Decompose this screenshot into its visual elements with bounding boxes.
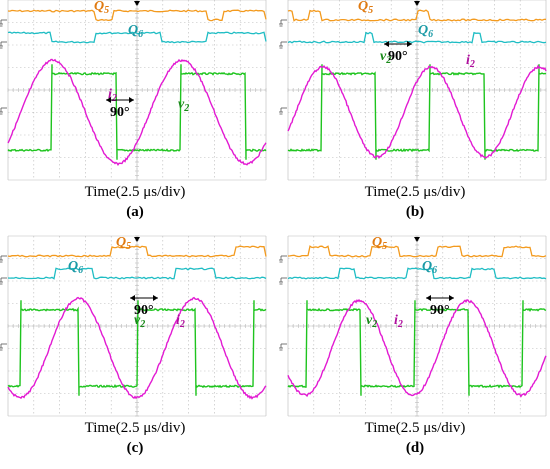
- phase-label: 90°: [110, 105, 130, 120]
- trace-q6: [287, 267, 547, 280]
- trace-q6: [287, 31, 547, 44]
- panel-c: Q5 Q6 v2 i2 90° Time(2.5 μs/div) (c): [0, 235, 270, 466]
- trace-i2: [287, 64, 547, 159]
- panel-label: (b): [405, 204, 425, 220]
- label-i2: i2: [394, 313, 403, 330]
- label-q5: Q5: [116, 235, 131, 252]
- ground-v2: [279, 107, 287, 115]
- ground-q6: [0, 41, 7, 49]
- ground-q5: [0, 19, 7, 27]
- scope-grid: [287, 235, 547, 417]
- x-axis-label: Time(2.5 μs/div): [364, 184, 466, 200]
- ground-q6: [0, 277, 7, 285]
- scope-grid: [287, 0, 547, 181]
- label-i2: i2: [466, 53, 475, 70]
- trace-i2: [7, 296, 267, 400]
- trace-q5: [7, 245, 267, 258]
- panel-b: Q5 Q6 v2 i2 90° Time(2.5 μs/div) (b): [279, 0, 550, 230]
- panel-d: Q5 Q6 v2 i2 90° Time(2.5 μs/div) (d): [279, 235, 550, 466]
- label-i2: i2: [108, 87, 117, 104]
- phase-arrow-head: [449, 295, 454, 301]
- trigger-marker: [134, 237, 140, 242]
- label-q6: Q6: [128, 23, 143, 40]
- x-axis-label: Time(2.5 μs/div): [84, 184, 186, 200]
- trigger-marker: [414, 1, 420, 6]
- trigger-marker: [414, 237, 420, 242]
- trace-q5: [287, 245, 547, 258]
- trigger-marker: [134, 1, 140, 6]
- phase-arrow-head: [153, 295, 158, 301]
- phase-label: 90°: [134, 303, 154, 318]
- phase-arrow-head: [129, 97, 134, 103]
- panel-a: Q5 Q6 v2 i2 90° Time(2.5 μs/div) (a): [0, 0, 270, 230]
- ground-q6: [279, 277, 287, 285]
- scope-b: Q5 Q6 v2 i2 90°: [279, 0, 547, 181]
- trace-v2: [7, 64, 267, 160]
- trace-i2: [287, 298, 547, 398]
- label-q6: Q6: [422, 259, 437, 276]
- scope-d: Q5 Q6 v2 i2 90°: [279, 235, 547, 417]
- trace-v2: [287, 64, 547, 160]
- phase-arrow-head: [407, 41, 412, 47]
- label-v2: v2: [366, 313, 377, 330]
- scope-grid: [7, 0, 267, 181]
- label-v2: v2: [380, 49, 391, 66]
- label-q5: Q5: [94, 0, 109, 16]
- ground-q5: [279, 19, 287, 27]
- ground-q5: [0, 255, 7, 263]
- ground-q5: [279, 255, 287, 263]
- trace-q5: [7, 9, 267, 22]
- ground-v2: [0, 107, 7, 115]
- phase-arrow-head: [106, 97, 111, 103]
- label-q6: Q6: [68, 259, 83, 276]
- label-v2: v2: [134, 313, 145, 330]
- trace-v2: [287, 300, 547, 396]
- phase-label: 90°: [430, 303, 450, 318]
- label-q5: Q5: [358, 0, 373, 16]
- label-v2: v2: [178, 97, 189, 114]
- ground-v2: [0, 343, 7, 351]
- x-axis-label: Time(2.5 μs/div): [364, 420, 466, 436]
- panel-label: (c): [126, 440, 144, 456]
- panel-label: (d): [405, 440, 425, 456]
- phase-label: 90°: [388, 49, 408, 64]
- scope-c: Q5 Q6 v2 i2 90°: [0, 235, 267, 417]
- label-i2: i2: [176, 313, 185, 330]
- trace-q5: [287, 9, 547, 22]
- phase-arrow-head: [384, 41, 389, 47]
- trace-i2: [7, 58, 267, 166]
- label-q6: Q6: [418, 23, 433, 40]
- x-axis-label: Time(2.5 μs/div): [84, 420, 186, 436]
- phase-arrow-head: [130, 295, 135, 301]
- label-q5: Q5: [372, 235, 387, 252]
- trace-q6: [7, 267, 267, 280]
- ground-v2: [279, 343, 287, 351]
- panel-label: (a): [126, 204, 144, 220]
- ground-q6: [279, 41, 287, 49]
- trace-q6: [7, 31, 267, 44]
- trace-v2: [7, 300, 267, 396]
- phase-arrow-head: [426, 295, 431, 301]
